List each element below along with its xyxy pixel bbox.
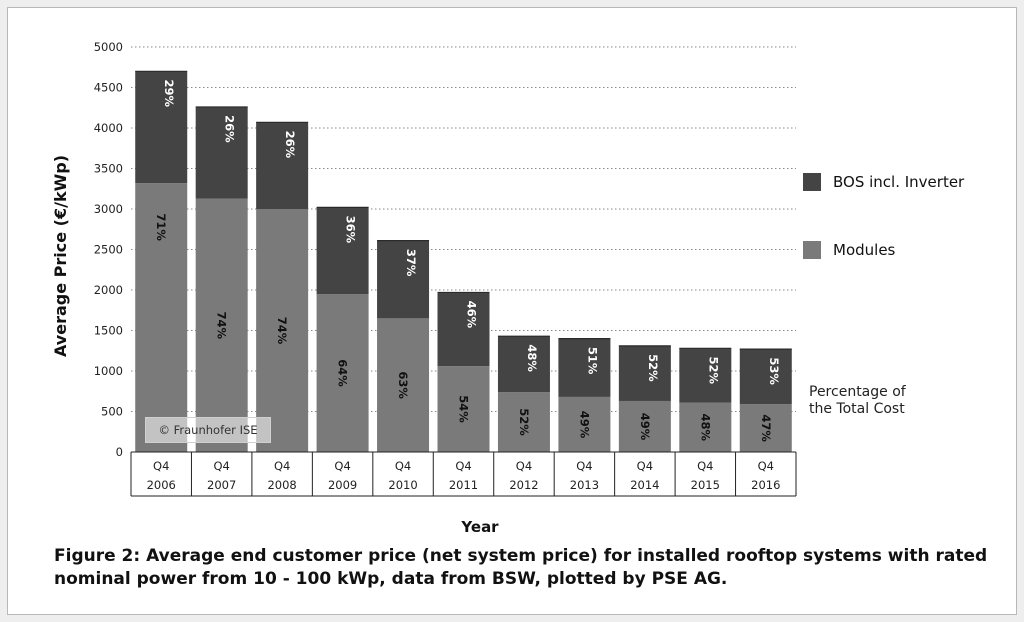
x-tick-quarter: Q4 — [637, 459, 653, 473]
bos-percent-label: 26% — [283, 131, 297, 159]
bar-bos — [618, 345, 671, 401]
x-tick-quarter: Q4 — [516, 459, 532, 473]
bos-percent-label: 26% — [223, 115, 237, 143]
x-tick-year: 2013 — [570, 478, 599, 492]
bar-modules — [135, 183, 188, 452]
modules-percent-label: 54% — [457, 395, 471, 423]
bar-modules — [739, 404, 792, 452]
x-tick-year: 2007 — [207, 478, 236, 492]
legend-label-modules: Modules — [833, 241, 896, 259]
bar-bos — [377, 240, 430, 319]
bos-percent-label: 37% — [404, 249, 418, 277]
bar-modules — [497, 392, 550, 452]
y-axis-title: Average Price (€/kWp) — [51, 155, 70, 357]
modules-percent-label: 63% — [396, 371, 410, 399]
y-tick-label: 2500 — [94, 243, 123, 257]
x-tick-year: 2006 — [147, 478, 176, 492]
legend-swatch-bos — [803, 173, 821, 191]
bos-percent-label: 52% — [706, 357, 720, 385]
x-tick-year: 2011 — [449, 478, 478, 492]
x-tick-year: 2016 — [751, 478, 780, 492]
bos-percent-label: 53% — [767, 357, 781, 385]
y-tick-label: 4500 — [94, 81, 123, 95]
bos-percent-label: 46% — [465, 301, 479, 329]
x-tick-year: 2008 — [267, 478, 296, 492]
legend-swatch-modules — [803, 241, 821, 259]
bar-modules — [618, 400, 671, 452]
x-tick-year: 2014 — [630, 478, 659, 492]
x-tick-quarter: Q4 — [576, 459, 592, 473]
x-axis-title: Year — [460, 518, 499, 536]
modules-percent-label: 74% — [275, 317, 289, 345]
y-tick-label: 3500 — [94, 162, 123, 176]
y-tick-label: 3000 — [94, 202, 123, 216]
x-tick-year: 2015 — [691, 478, 720, 492]
bar-modules — [377, 318, 430, 452]
bar-modules — [195, 198, 248, 452]
percentage-note: Percentage of the Total Cost — [809, 384, 906, 418]
x-tick-quarter: Q4 — [395, 459, 411, 473]
y-tick-label: 500 — [101, 405, 123, 419]
modules-percent-label: 52% — [517, 408, 531, 436]
bars-layer: 29% 71% 26% 74% 26% 74% 36% 64% 37% 63% 46% 54% 48% 5… — [135, 70, 792, 452]
axis-layer: 0 500 1000 1500 2000 2500 3000 3500 4000 4500 5000… — [94, 40, 797, 497]
bos-percent-label: 29% — [162, 80, 176, 108]
bar-modules — [558, 396, 611, 452]
modules-percent-label: 48% — [698, 414, 712, 442]
bar-bos — [437, 292, 490, 367]
stacked-bar-chart: 29% 71% 26% 74% 26% 74% 36% 64% 37% 63% 46% 54% 48% 5… — [51, 40, 797, 536]
x-tick-quarter: Q4 — [455, 459, 471, 473]
y-tick-label: 5000 — [94, 40, 123, 54]
legend-label-bos: BOS incl. Inverter — [833, 173, 965, 191]
x-tick-quarter: Q4 — [697, 459, 713, 473]
x-tick-year: 2010 — [388, 478, 417, 492]
bar-bos — [679, 348, 732, 403]
bar-bos — [195, 106, 248, 199]
bar-bos — [135, 71, 188, 184]
x-tick-quarter: Q4 — [153, 459, 169, 473]
copyright-credit: © Fraunhofer ISE — [145, 417, 271, 443]
x-tick-quarter: Q4 — [758, 459, 774, 473]
bar-bos — [316, 207, 369, 295]
percentage-note-line-1: Percentage of — [809, 384, 906, 400]
bar-modules — [679, 402, 732, 452]
legend-item-modules: Modules — [803, 238, 895, 262]
y-tick-label: 0 — [116, 445, 123, 459]
legend-item-bos: BOS incl. Inverter — [803, 170, 964, 194]
bos-percent-label: 48% — [525, 344, 539, 372]
bar-modules — [256, 209, 309, 452]
y-tick-label: 4000 — [94, 121, 123, 135]
modules-percent-label: 64% — [336, 359, 350, 387]
bar-modules — [437, 366, 490, 452]
bar-bos — [739, 349, 792, 405]
modules-percent-label: 71% — [154, 213, 168, 241]
bos-percent-label: 51% — [585, 347, 599, 375]
bos-percent-label: 36% — [344, 216, 358, 244]
figure-caption: Figure 2: Average end customer price (ne… — [54, 546, 988, 589]
bos-percent-label: 52% — [646, 354, 660, 382]
x-tick-year: 2012 — [509, 478, 538, 492]
modules-percent-label: 49% — [577, 411, 591, 439]
figure-frame: 29% 71% 26% 74% 26% 74% 36% 64% 37% 63% 46% 54% 48% 5… — [7, 7, 1017, 615]
y-tick-label: 1000 — [94, 364, 123, 378]
x-tick-quarter: Q4 — [213, 459, 229, 473]
x-tick-year: 2009 — [328, 478, 357, 492]
modules-percent-label: 74% — [215, 311, 229, 339]
modules-percent-label: 49% — [638, 413, 652, 441]
bar-bos — [256, 122, 309, 209]
bar-modules — [316, 294, 369, 452]
modules-percent-label: 47% — [759, 414, 773, 442]
bar-bos — [497, 336, 550, 393]
y-tick-label: 2000 — [94, 283, 123, 297]
percentage-note-line-2: the Total Cost — [809, 401, 905, 417]
bar-bos — [558, 338, 611, 397]
x-tick-quarter: Q4 — [274, 459, 290, 473]
y-tick-label: 1500 — [94, 324, 123, 338]
x-tick-quarter: Q4 — [334, 459, 350, 473]
